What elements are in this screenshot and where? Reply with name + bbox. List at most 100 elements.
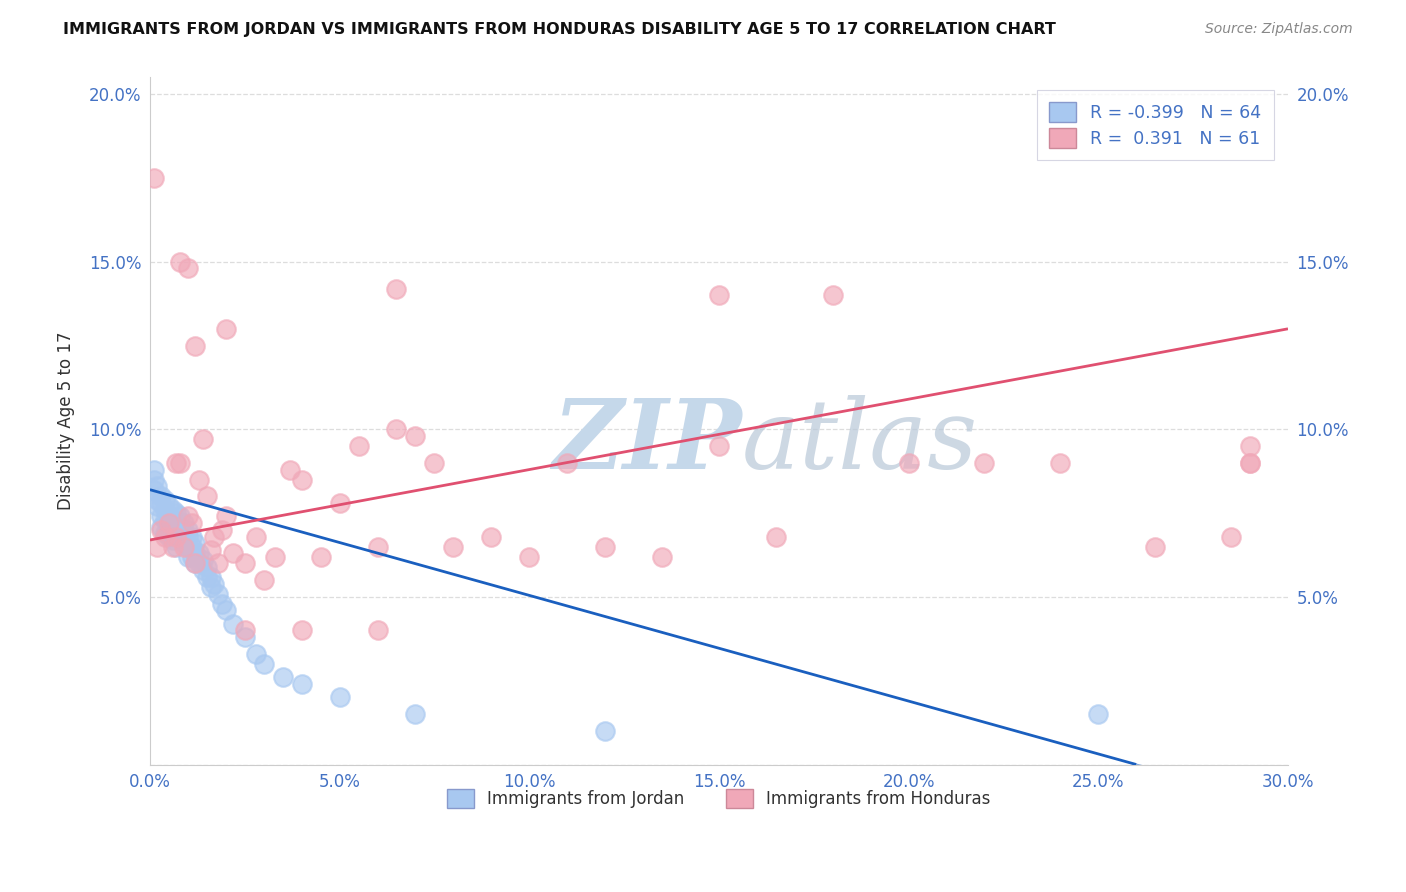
Point (150, 509, 173, 524)
Point (173, 516, 195, 531)
Point (245, 647, 267, 661)
Point (200, 543, 222, 558)
Point (166, 526, 188, 541)
Point (651, 549, 673, 564)
Point (180, 540, 202, 554)
Point (207, 586, 229, 600)
Point (150, 519, 173, 533)
Point (233, 630, 256, 644)
Point (200, 570, 222, 584)
Point (479, 530, 502, 544)
Point (146, 500, 169, 514)
Point (211, 597, 233, 611)
Text: IMMIGRANTS FROM JORDAN VS IMMIGRANTS FROM HONDURAS DISABILITY AGE 5 TO 17 CORREL: IMMIGRANTS FROM JORDAN VS IMMIGRANTS FRO… (63, 22, 1056, 37)
Point (385, 422, 408, 436)
Point (385, 282, 408, 296)
Point (166, 456, 188, 470)
Point (291, 473, 314, 487)
Point (707, 288, 730, 302)
Point (177, 261, 200, 276)
Point (517, 549, 540, 564)
Point (897, 456, 920, 470)
Point (291, 624, 314, 638)
Text: atlas: atlas (742, 394, 977, 489)
Point (166, 516, 188, 531)
Point (973, 456, 995, 470)
Point (222, 616, 245, 631)
Point (142, 462, 165, 476)
Point (153, 492, 176, 507)
Point (765, 530, 787, 544)
Point (173, 526, 195, 541)
Point (177, 530, 200, 544)
Point (150, 489, 173, 503)
Point (441, 540, 464, 554)
Point (1220, 530, 1243, 544)
Point (264, 549, 287, 564)
Point (271, 670, 294, 684)
Point (162, 540, 184, 554)
Point (202, 576, 225, 591)
Point (184, 557, 207, 571)
Point (1087, 707, 1109, 722)
Text: ZIP: ZIP (553, 394, 742, 489)
Point (309, 549, 332, 564)
Point (191, 553, 214, 567)
Point (169, 456, 191, 470)
Point (329, 690, 352, 705)
Point (821, 288, 844, 302)
Point (215, 322, 238, 336)
Point (707, 439, 730, 453)
Point (347, 439, 370, 453)
Point (166, 530, 188, 544)
Point (195, 559, 218, 574)
Point (146, 540, 169, 554)
Legend: Immigrants from Jordan, Immigrants from Honduras: Immigrants from Jordan, Immigrants from … (440, 782, 997, 814)
Point (146, 479, 169, 493)
Point (169, 530, 191, 544)
Point (215, 509, 238, 524)
Point (200, 580, 222, 594)
Point (142, 473, 165, 487)
Point (555, 456, 578, 470)
Point (253, 573, 276, 587)
Point (177, 549, 200, 564)
Point (177, 540, 200, 554)
Point (177, 523, 200, 537)
Point (166, 540, 188, 554)
Point (215, 603, 238, 617)
Point (142, 483, 165, 497)
Point (173, 536, 195, 550)
Point (157, 516, 180, 531)
Point (188, 557, 211, 571)
Point (180, 516, 202, 531)
Point (153, 513, 176, 527)
Point (195, 489, 218, 503)
Point (291, 677, 314, 691)
Point (157, 509, 180, 524)
Point (211, 523, 233, 537)
Point (142, 171, 165, 186)
Point (162, 513, 184, 527)
Point (1239, 439, 1261, 453)
Point (245, 530, 267, 544)
Point (180, 530, 202, 544)
Point (153, 530, 176, 544)
Point (173, 540, 195, 554)
Point (162, 523, 184, 537)
Point (253, 657, 276, 671)
Point (233, 624, 256, 638)
Point (191, 433, 214, 447)
Point (150, 523, 173, 537)
Y-axis label: Disability Age 5 to 17: Disability Age 5 to 17 (58, 332, 75, 510)
Point (1239, 456, 1261, 470)
Point (157, 519, 180, 533)
Point (329, 496, 352, 510)
Point (188, 546, 211, 560)
Point (184, 536, 207, 550)
Point (233, 557, 256, 571)
Point (146, 492, 169, 507)
Point (153, 526, 176, 541)
Point (162, 533, 184, 547)
Point (1144, 540, 1167, 554)
